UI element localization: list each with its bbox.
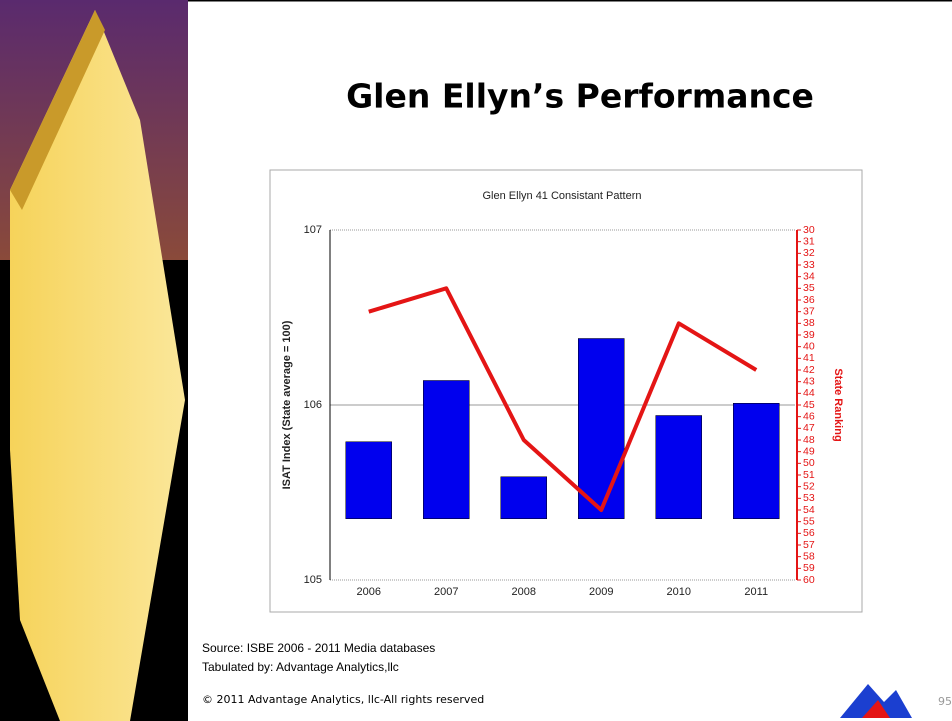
y2-tick-label: 39 xyxy=(803,329,815,341)
y2-tick-label: 56 xyxy=(803,527,815,539)
bar xyxy=(423,380,470,519)
logo-accent xyxy=(862,700,890,718)
copyright: © 2011 Advantage Analytics, llc-All righ… xyxy=(202,693,484,706)
y2-tick-label: 38 xyxy=(803,317,815,329)
bar xyxy=(733,403,780,519)
y2-tick-label: 44 xyxy=(803,387,815,399)
y2-tick-label: 58 xyxy=(803,550,815,562)
y-tick-label: 105 xyxy=(304,574,322,586)
y2-tick-label: 31 xyxy=(803,235,815,247)
bar xyxy=(500,476,547,519)
x-tick-label: 2010 xyxy=(667,586,691,598)
y2-tick-label: 34 xyxy=(803,270,815,282)
y2-tick-label: 57 xyxy=(803,539,815,551)
slide-title: Glen Ellyn’s Performance xyxy=(346,77,814,116)
y2-tick-label: 48 xyxy=(803,434,815,446)
logo xyxy=(840,684,912,718)
y2-tick-label: 35 xyxy=(803,282,815,294)
y2-tick-label: 59 xyxy=(803,562,815,574)
x-tick-label: 2011 xyxy=(744,586,768,598)
notepad-edge xyxy=(10,10,105,210)
x-tick-label: 2006 xyxy=(357,586,381,598)
bar xyxy=(345,441,392,519)
y2-tick-label: 45 xyxy=(803,399,815,411)
y2-tick-label: 32 xyxy=(803,247,815,259)
y-tick-label: 106 xyxy=(304,399,322,411)
y2-tick-label: 46 xyxy=(803,410,815,422)
y2-tick-label: 50 xyxy=(803,457,815,469)
y2-tick-label: 42 xyxy=(803,364,815,376)
y2-tick-label: 49 xyxy=(803,445,815,457)
x-tick-label: 2007 xyxy=(434,586,458,598)
notepad xyxy=(10,10,185,721)
ranking-line xyxy=(368,286,758,512)
source-line: Source: ISBE 2006 - 2011 Media databases xyxy=(202,641,435,655)
y2-tick-label: 33 xyxy=(803,259,815,271)
y2-axis-label: State Ranking xyxy=(832,368,844,441)
x-tick-label: 2008 xyxy=(512,586,536,598)
bar xyxy=(578,338,625,519)
y-tick-label: 107 xyxy=(304,224,322,236)
y2-tick-label: 60 xyxy=(803,574,815,586)
source-line: Tabulated by: Advantage Analytics,llc xyxy=(202,660,399,674)
y2-tick-label: 53 xyxy=(803,492,815,504)
y-axis-label: ISAT Index (State average = 100) xyxy=(281,320,293,489)
y2-tick-label: 55 xyxy=(803,515,815,527)
y2-tick-label: 52 xyxy=(803,480,815,492)
y2-tick-label: 47 xyxy=(803,422,815,434)
y2-tick-label: 54 xyxy=(803,504,815,516)
x-tick-label: 2009 xyxy=(589,586,613,598)
y2-tick-label: 40 xyxy=(803,340,815,352)
y2-tick-label: 30 xyxy=(803,224,815,236)
y2-tick-label: 43 xyxy=(803,375,815,387)
chart-title: Glen Ellyn 41 Consistant Pattern xyxy=(483,190,642,202)
page-number: 95 xyxy=(938,695,952,708)
y2-tick-label: 37 xyxy=(803,305,815,317)
y2-tick-label: 41 xyxy=(803,352,815,364)
bar xyxy=(655,415,702,519)
y2-tick-label: 36 xyxy=(803,294,815,306)
chart-frame xyxy=(269,169,863,613)
y2-tick-label: 51 xyxy=(803,469,815,481)
